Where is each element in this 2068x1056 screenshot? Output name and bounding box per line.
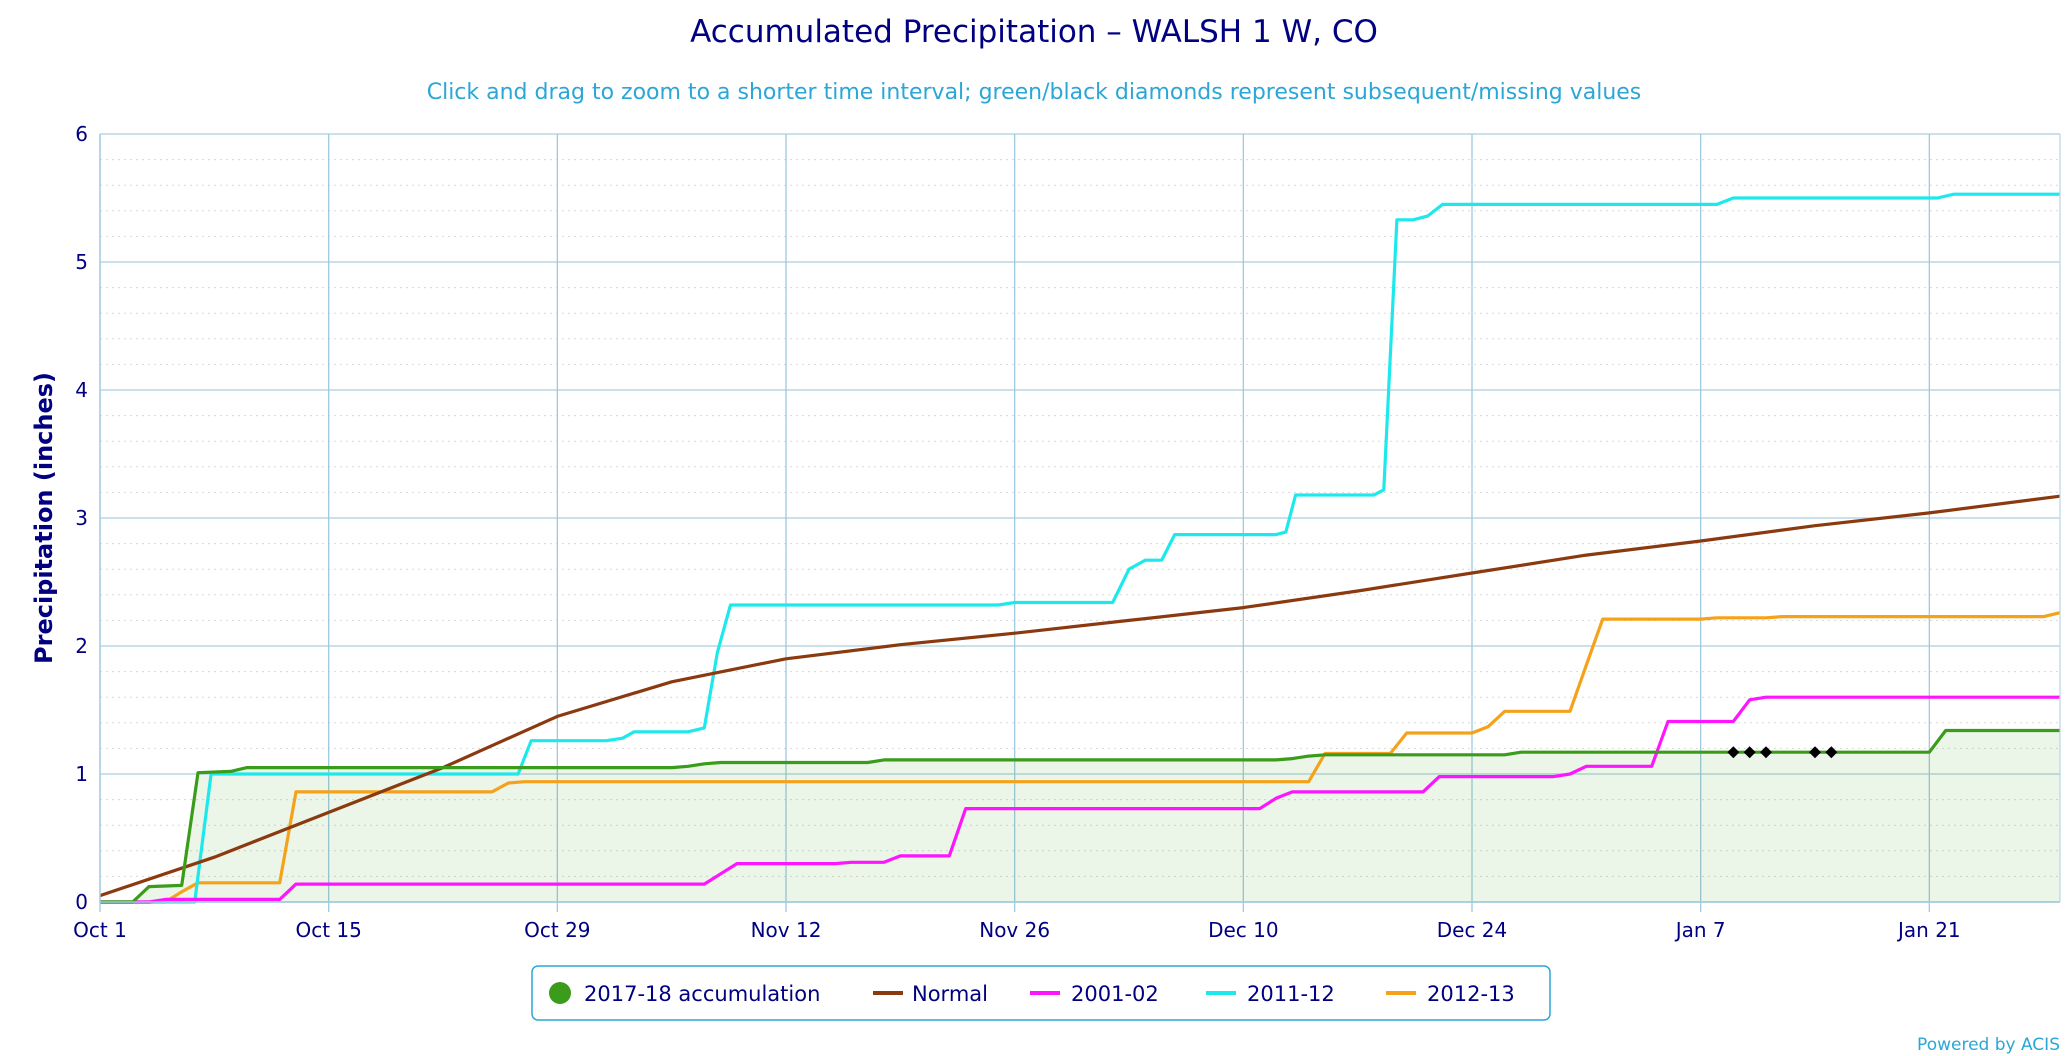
missing-value-marker <box>1809 746 1821 759</box>
legend-item-s2011[interactable]: 2011-12 <box>1206 982 1335 1006</box>
legend-marker-circle <box>549 982 571 1004</box>
x-tick-label: Oct 29 <box>524 918 590 942</box>
series-line-s2001 <box>100 695 2060 904</box>
legend-item-s2001[interactable]: 2001-02 <box>1030 982 1159 1006</box>
missing-value-marker <box>1825 746 1838 759</box>
chart-subtitle: Click and drag to zoom to a shorter time… <box>427 80 1642 105</box>
series-line-s2011 <box>100 192 2060 904</box>
missing-value-marker <box>1743 746 1756 759</box>
x-tick-label: Jan 21 <box>1896 918 1961 942</box>
y-tick-label: 3 <box>75 506 88 530</box>
x-tick-label: Nov 26 <box>979 918 1050 942</box>
legend-label: 2012-13 <box>1427 982 1515 1006</box>
y-tick-label: 1 <box>75 762 88 786</box>
legend-label: Normal <box>912 982 988 1006</box>
series-line-s2017 <box>100 728 2060 904</box>
grid <box>100 133 2060 903</box>
series-line-normal <box>99 494 2061 898</box>
legend-label: 2017-18 accumulation <box>584 982 820 1006</box>
axes: 0 1 2 3 4 5 6 Oct 1 Oct 15 Oct 29 Nov 12 Nov 26 Dec … <box>73 122 2061 942</box>
y-tick-label: 2 <box>75 634 88 658</box>
x-tick-label: Oct 15 <box>295 918 361 942</box>
missing-value-marker <box>1727 746 1740 759</box>
missing-value-markers <box>1727 746 1838 759</box>
x-tick-label: Dec 24 <box>1437 918 1508 942</box>
legend-label: 2001-02 <box>1071 982 1159 1006</box>
y-tick-label: 6 <box>75 122 88 146</box>
chart-title: Accumulated Precipitation – WALSH 1 W, C… <box>690 14 1378 50</box>
x-tick-label: Jan 7 <box>1674 918 1726 942</box>
x-tick-label: Nov 12 <box>751 918 822 942</box>
x-tick-label: Dec 10 <box>1208 918 1279 942</box>
y-tick-label: 4 <box>75 378 88 402</box>
legend-item-s2012[interactable]: 2012-13 <box>1386 982 1515 1006</box>
missing-value-marker <box>1760 746 1772 759</box>
legend-item-normal[interactable]: Normal <box>873 982 988 1006</box>
series-line-s2012 <box>100 611 2061 904</box>
legend[interactable]: 2017-18 accumulation Normal 2001-02 2011-12… <box>531 965 1551 1021</box>
y-tick-label: 0 <box>75 890 88 914</box>
series-lines <box>99 192 2061 904</box>
y-axis-label: Precipitation (inches) <box>30 372 58 664</box>
legend-item-s2017[interactable]: 2017-18 accumulation <box>549 982 820 1006</box>
legend-label: 2011-12 <box>1247 982 1335 1006</box>
x-tick-label: Oct 1 <box>73 918 127 942</box>
y-tick-label: 5 <box>75 250 88 274</box>
credit-link[interactable]: Powered by ACIS <box>1917 1035 2060 1055</box>
